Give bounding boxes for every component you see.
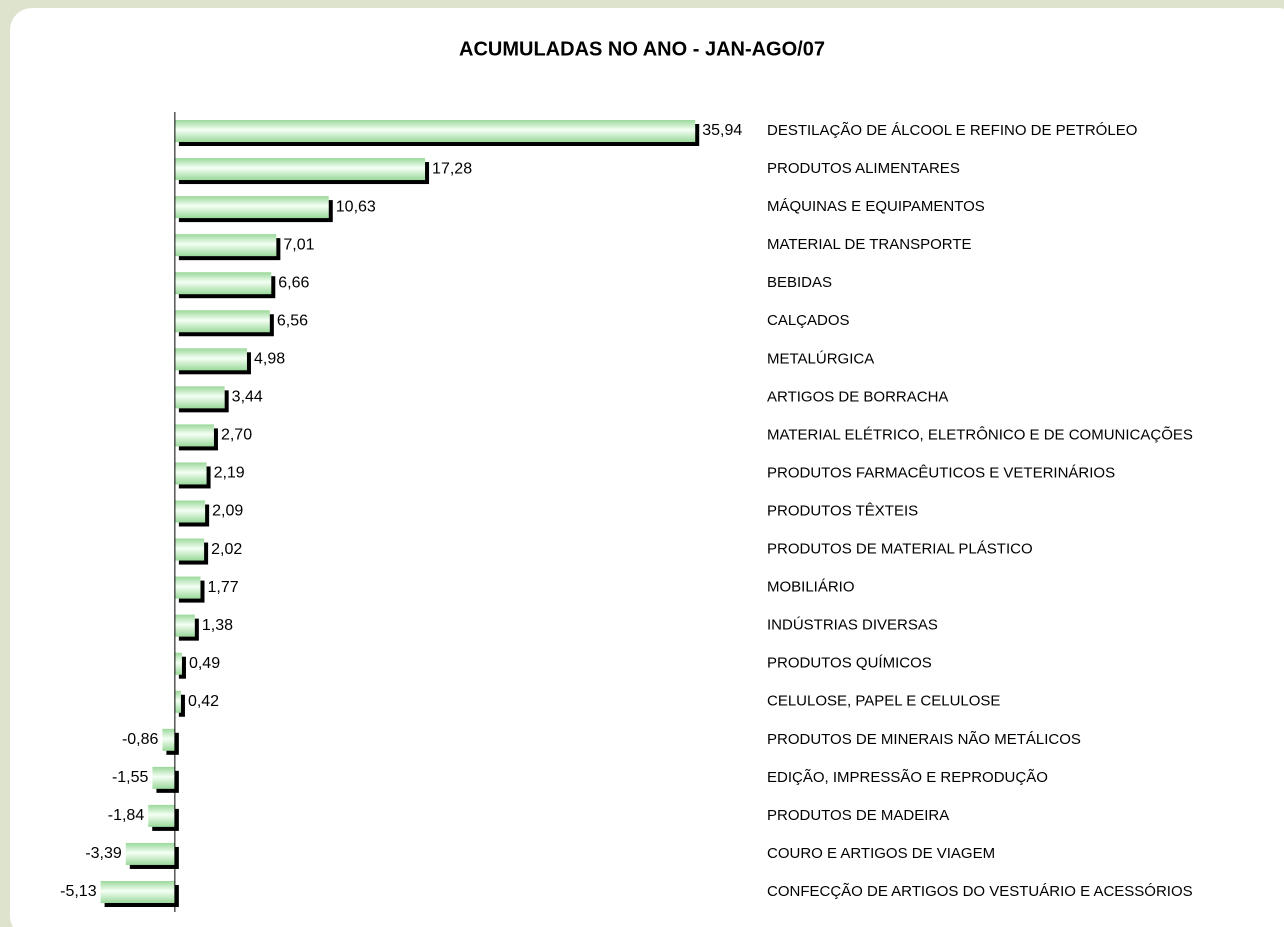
bar [174, 614, 195, 637]
panel [10, 8, 1284, 927]
category-label: MATERIAL ELÉTRICO, ELETRÔNICO E DE COMUN… [767, 426, 1193, 443]
value-label: 10,63 [336, 198, 376, 215]
category-label: INDÚSTRIAS DIVERSAS [767, 617, 938, 634]
bar-shadow [178, 694, 185, 717]
chart-title: ACUMULADAS NO ANO - JAN-AGO/07 [459, 38, 825, 60]
category-label: PRODUTOS TÊXTEIS [767, 502, 918, 519]
bar [174, 234, 277, 257]
value-label: 0,49 [189, 655, 220, 672]
bar-shadow [178, 656, 186, 679]
value-label: 1,38 [202, 617, 233, 634]
category-label: PRODUTOS FARMACÊUTICOS E VETERINÁRIOS [767, 464, 1115, 481]
category-label: ARTIGOS DE BORRACHA [767, 388, 948, 405]
value-label: -0,86 [122, 731, 159, 748]
category-label: BEBIDAS [767, 274, 832, 291]
bar [174, 538, 205, 561]
bar [174, 500, 206, 523]
value-label: 0,42 [188, 693, 219, 710]
category-label: METALÚRGICA [767, 350, 874, 367]
bar [148, 804, 175, 827]
category-label: PRODUTOS DE MATERIAL PLÁSTICO [767, 541, 1033, 558]
value-label: 2,09 [212, 503, 243, 520]
value-label: 6,56 [277, 312, 308, 329]
bar [174, 348, 247, 371]
bar [174, 462, 207, 485]
value-label: 6,66 [278, 274, 309, 291]
category-label: PRODUTOS DE MADEIRA [767, 807, 949, 824]
value-label: 2,19 [214, 465, 245, 482]
bar [125, 842, 175, 865]
category-label: CALÇADOS [767, 312, 850, 329]
category-label: MATERIAL DE TRANSPORTE [767, 236, 972, 253]
bar [174, 576, 201, 599]
bar [174, 120, 696, 142]
bar [174, 158, 426, 181]
value-label: -1,84 [108, 807, 145, 824]
value-label: 4,98 [254, 351, 285, 368]
value-label: 7,01 [283, 236, 314, 253]
category-label: MOBILIÁRIO [767, 579, 855, 596]
category-label: CELULOSE, PAPEL E CELULOSE [767, 693, 1000, 710]
bar [174, 310, 270, 333]
category-label: EDIÇÃO, IMPRESSÃO E REPRODUÇÃO [767, 769, 1048, 786]
bar [174, 424, 214, 447]
value-label: 35,94 [702, 122, 742, 139]
bar [100, 881, 175, 903]
value-label: -3,39 [85, 845, 122, 862]
bar [152, 766, 175, 789]
category-label: PRODUTOS QUÍMICOS [767, 655, 932, 672]
value-label: 2,02 [211, 541, 242, 558]
bar [174, 690, 181, 713]
bar [174, 386, 225, 409]
category-label: DESTILAÇÃO DE ÁLCOOL E REFINO DE PETRÓLE… [767, 122, 1137, 139]
value-label: 1,77 [207, 579, 238, 596]
category-label: PRODUTOS ALIMENTARES [767, 160, 960, 177]
category-label: COURO E ARTIGOS DE VIAGEM [767, 845, 995, 862]
value-label: 2,70 [221, 427, 252, 444]
bar [174, 272, 272, 295]
value-label: 17,28 [432, 160, 472, 177]
bar [162, 728, 175, 751]
category-label: CONFECÇÃO DE ARTIGOS DO VESTUÁRIO E ACES… [767, 883, 1193, 900]
value-label: -5,13 [60, 883, 97, 900]
category-label: MÁQUINAS E EQUIPAMENTOS [767, 198, 985, 215]
value-label: 3,44 [232, 389, 263, 406]
bar [174, 652, 182, 675]
bar [174, 196, 329, 219]
value-label: -1,55 [112, 769, 149, 786]
category-label: PRODUTOS DE MINERAIS NÃO METÁLICOS [767, 731, 1081, 748]
